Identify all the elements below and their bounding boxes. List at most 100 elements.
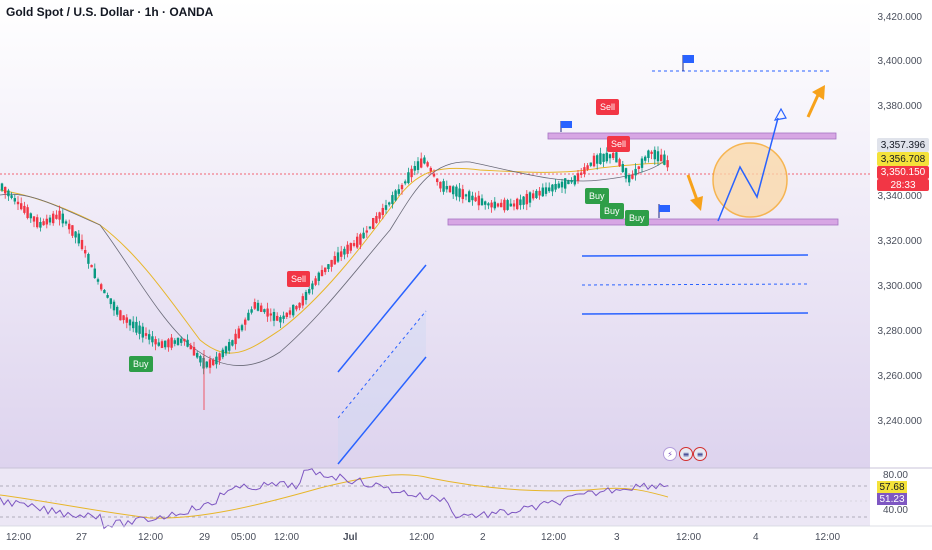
orange-arrow-down[interactable] (686, 174, 703, 211)
candle-body (324, 267, 327, 273)
candle-body (138, 325, 141, 334)
orange-arrow-up[interactable] (806, 85, 825, 118)
buy-signal[interactable]: Buy (585, 188, 609, 204)
candle-body (116, 306, 119, 315)
flag-icon[interactable] (560, 121, 572, 132)
candle-body (413, 165, 416, 171)
candle-body (589, 162, 592, 166)
candle-body (52, 213, 55, 224)
sell-signal[interactable]: Sell (607, 136, 631, 152)
channel-top-line[interactable] (581, 254, 809, 257)
candle-body (400, 184, 404, 190)
candle-body (352, 243, 356, 246)
candle-body (112, 301, 116, 311)
candle-body (372, 218, 375, 229)
sell-signal[interactable]: Sell (287, 271, 311, 287)
channel-bottom-line[interactable] (581, 312, 809, 315)
candle-body (10, 195, 13, 198)
price-tick: 3,260.000 (877, 371, 923, 382)
candle-body (256, 302, 260, 311)
candle-body (615, 152, 618, 163)
resistance-zone[interactable] (547, 132, 837, 140)
candle-body (452, 186, 455, 195)
buy-signal[interactable]: Buy (600, 203, 624, 219)
us-flag-icon[interactable]: ≡ (693, 447, 707, 461)
time-tick: 12:00 (6, 532, 32, 543)
parallel-channel-bottom[interactable] (337, 356, 427, 465)
candle-body (455, 186, 458, 197)
candle-body (557, 183, 560, 188)
candle-body (448, 185, 452, 193)
candle-body (231, 340, 234, 346)
price-tick: 3,280.000 (877, 326, 923, 337)
candle-body (381, 207, 384, 216)
candle-body (128, 319, 132, 326)
chart-title: Gold Spot / U.S. Dollar · 1h · OANDA (6, 5, 214, 19)
candle-body (365, 230, 368, 233)
candle-body (474, 197, 477, 202)
candle-body (596, 155, 599, 164)
candle-body (64, 221, 68, 224)
price-tick: 3,400.000 (877, 56, 923, 67)
candle-body (548, 187, 551, 192)
candle-body (224, 346, 228, 354)
candle-body (320, 269, 324, 277)
candle-body (512, 203, 516, 207)
candle-body (132, 321, 135, 329)
candle-body (170, 337, 173, 348)
candle-body (583, 167, 586, 175)
candle-body (471, 195, 474, 201)
candle-body (493, 201, 496, 209)
candle-body (250, 309, 253, 313)
channel-mid-line[interactable] (581, 283, 809, 286)
rsi-signal-value: 57.68 (877, 481, 907, 493)
buy-signal[interactable]: Buy (129, 356, 153, 372)
candle-body (39, 221, 42, 228)
candle-body (346, 244, 349, 254)
candle-body (362, 232, 365, 239)
candle-body (666, 160, 669, 168)
candle-body (183, 338, 186, 342)
candle-body (618, 159, 621, 167)
candle-body (621, 164, 624, 172)
candle-body (160, 341, 164, 348)
flag-icon[interactable] (682, 55, 694, 71)
lightning-icon[interactable]: ⚡ (663, 447, 677, 461)
candle-body (416, 161, 420, 170)
flag-icon[interactable] (658, 204, 670, 218)
candle-body (464, 194, 468, 197)
time-tick: Jul (343, 532, 358, 543)
parallel-channel-top[interactable] (337, 264, 427, 373)
candle-body (663, 154, 666, 165)
candle-body (624, 168, 628, 179)
candle-body (519, 199, 522, 206)
candle-body (560, 181, 564, 188)
candle-body (612, 152, 615, 159)
candle-body (106, 295, 109, 298)
candle-body (202, 357, 205, 369)
target-circle[interactable] (712, 142, 788, 218)
projected-path[interactable] (717, 117, 779, 222)
candle-body (84, 250, 87, 254)
candle-body (285, 312, 288, 318)
sell-signal[interactable]: Sell (596, 99, 620, 115)
rsi-value: 51.23 (877, 493, 907, 505)
candle-body (189, 345, 192, 350)
candle-body (122, 315, 125, 321)
candle-body (215, 356, 218, 365)
candle-body (180, 338, 183, 343)
candle-body (36, 217, 39, 228)
candlestick-series (0, 146, 669, 410)
us-flag-icon[interactable]: ≡ (679, 447, 693, 461)
price-axis[interactable]: 3,420.000 3,400.000 3,380.000 3,340.000 … (869, 0, 932, 470)
buy-signal[interactable]: Buy (625, 210, 649, 226)
parallel-channel-mid[interactable] (337, 310, 427, 419)
candle-body (384, 205, 388, 210)
candle-body (631, 174, 634, 179)
candle-body (192, 346, 196, 356)
candle-body (247, 312, 250, 321)
candle-body (20, 203, 23, 210)
candle-body (359, 234, 362, 245)
candle-body (29, 213, 32, 219)
